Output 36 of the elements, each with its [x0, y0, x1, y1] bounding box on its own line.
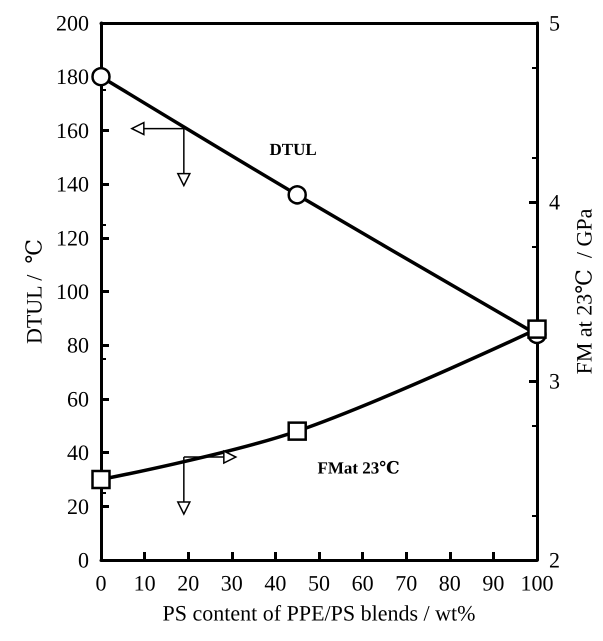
y2-tick-label: 2	[549, 548, 560, 572]
x-tick-label: 60	[352, 570, 374, 596]
y2-tick-label: 5	[549, 10, 560, 36]
y-tick-label: 0	[78, 548, 89, 572]
x-tick-label: 10	[134, 570, 156, 596]
y2-axis-title: FM at 23℃ / GPa	[572, 208, 596, 374]
point	[91, 470, 111, 490]
point	[527, 319, 547, 339]
y-tick-label: 80	[67, 332, 89, 358]
x-tick-label: 0	[96, 570, 106, 596]
y-tick-label: 120	[56, 225, 89, 250]
y-tick-label: 180	[56, 64, 89, 90]
y-tick-label: 60	[67, 386, 89, 412]
x-axis-title: PS content of PPE/PS blends / wt%	[162, 600, 476, 626]
point	[91, 66, 111, 86]
y-tick-label: 40	[67, 440, 89, 466]
y-axis-title: DTUL / ℃	[22, 238, 46, 344]
x-tick-label: 40	[264, 570, 286, 596]
x-tick-label: 20	[177, 570, 200, 596]
x-tick-label: 100	[520, 570, 554, 596]
y-tick-label: 200	[56, 10, 89, 36]
y-tick-label: 20	[67, 494, 89, 519]
x-tick-label: 30	[220, 570, 243, 596]
x-tick-label: 70	[395, 570, 418, 596]
y2-tick-label: 4	[549, 190, 560, 214]
series-label: FMat 23℃	[317, 458, 400, 478]
x-tick-label: 90	[482, 570, 504, 596]
y-tick-label: 140	[56, 172, 89, 197]
y-tick-label: 100	[56, 279, 89, 304]
x-tick-label: 80	[438, 570, 461, 596]
point	[287, 185, 307, 205]
y-tick-label: 160	[56, 118, 89, 143]
x-tick-label: 50	[308, 570, 330, 596]
point	[287, 421, 307, 441]
y2-tick-label: 3	[549, 368, 560, 394]
series-label: DTUL	[269, 140, 317, 160]
